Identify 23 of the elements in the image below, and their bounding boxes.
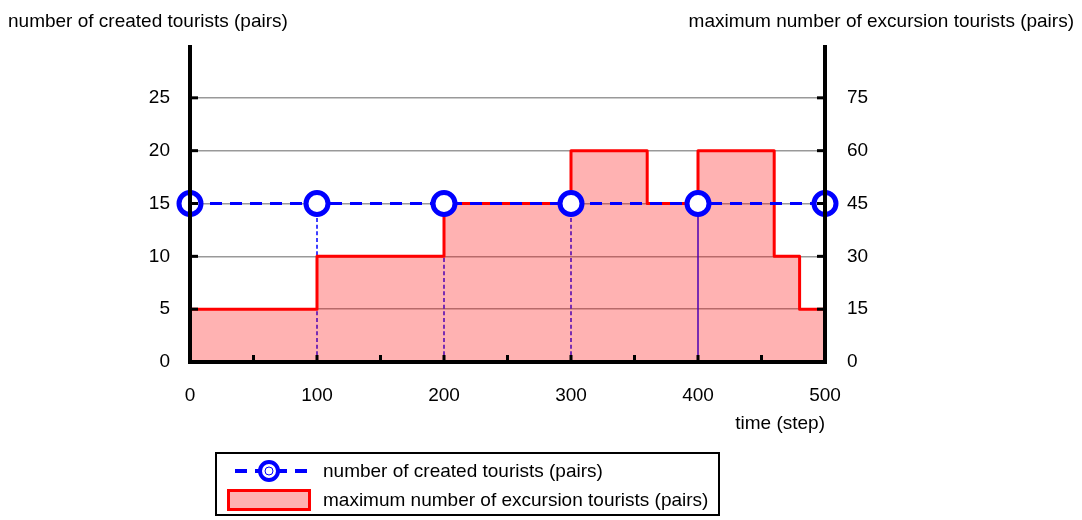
y2-tick-label: 45 [847, 191, 869, 213]
legend-label: number of created tourists (pairs) [323, 459, 603, 482]
x-axis-title: time (step) [735, 411, 825, 433]
y2-tick-label: 30 [847, 244, 869, 266]
y-tick-label: 15 [148, 191, 170, 213]
x-tick-label: 300 [555, 383, 587, 405]
x-tick-label: 200 [428, 383, 460, 405]
y2-tick-label: 0 [847, 350, 858, 372]
y2-tick-label: 60 [847, 138, 869, 160]
y-axis-title: number of created tourists (pairs) [8, 9, 288, 31]
y2-tick-label: 15 [847, 297, 869, 319]
x-tick-label: 100 [301, 383, 333, 405]
y-tick-label: 10 [148, 244, 170, 266]
y2-axis-title: maximum number of excursion tourists (pairs) [688, 9, 1074, 31]
x-tick-label: 400 [682, 383, 714, 405]
y-tick-label: 5 [159, 297, 170, 319]
y-tick-label: 25 [148, 86, 170, 108]
y-tick-label: 0 [159, 350, 170, 372]
legend-label: maximum number of excursion tourists (pairs) [323, 488, 709, 511]
x-tick-label: 0 [184, 383, 196, 405]
y2-tick-label: 75 [847, 86, 869, 108]
x-tick-label: 500 [809, 383, 841, 405]
y-tick-label: 20 [148, 138, 170, 160]
